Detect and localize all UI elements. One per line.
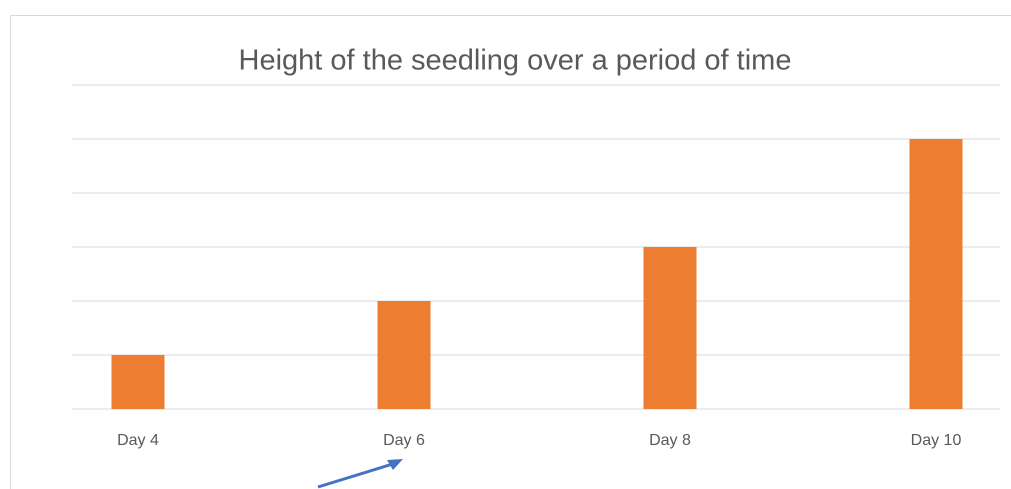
bar — [377, 301, 431, 409]
arrow-head — [387, 459, 403, 470]
x-tick-label: Day 10 — [911, 432, 962, 449]
bar — [909, 139, 963, 409]
x-tick-label: Day 8 — [649, 432, 691, 449]
bar — [111, 355, 165, 409]
bar — [643, 247, 697, 409]
chart-border — [10, 15, 1011, 489]
chart-title: Height of the seedling over a period of … — [239, 45, 792, 77]
x-tick-label: Day 4 — [117, 432, 159, 449]
arrow-line — [317, 461, 397, 489]
x-tick-label: Day 6 — [383, 432, 425, 449]
